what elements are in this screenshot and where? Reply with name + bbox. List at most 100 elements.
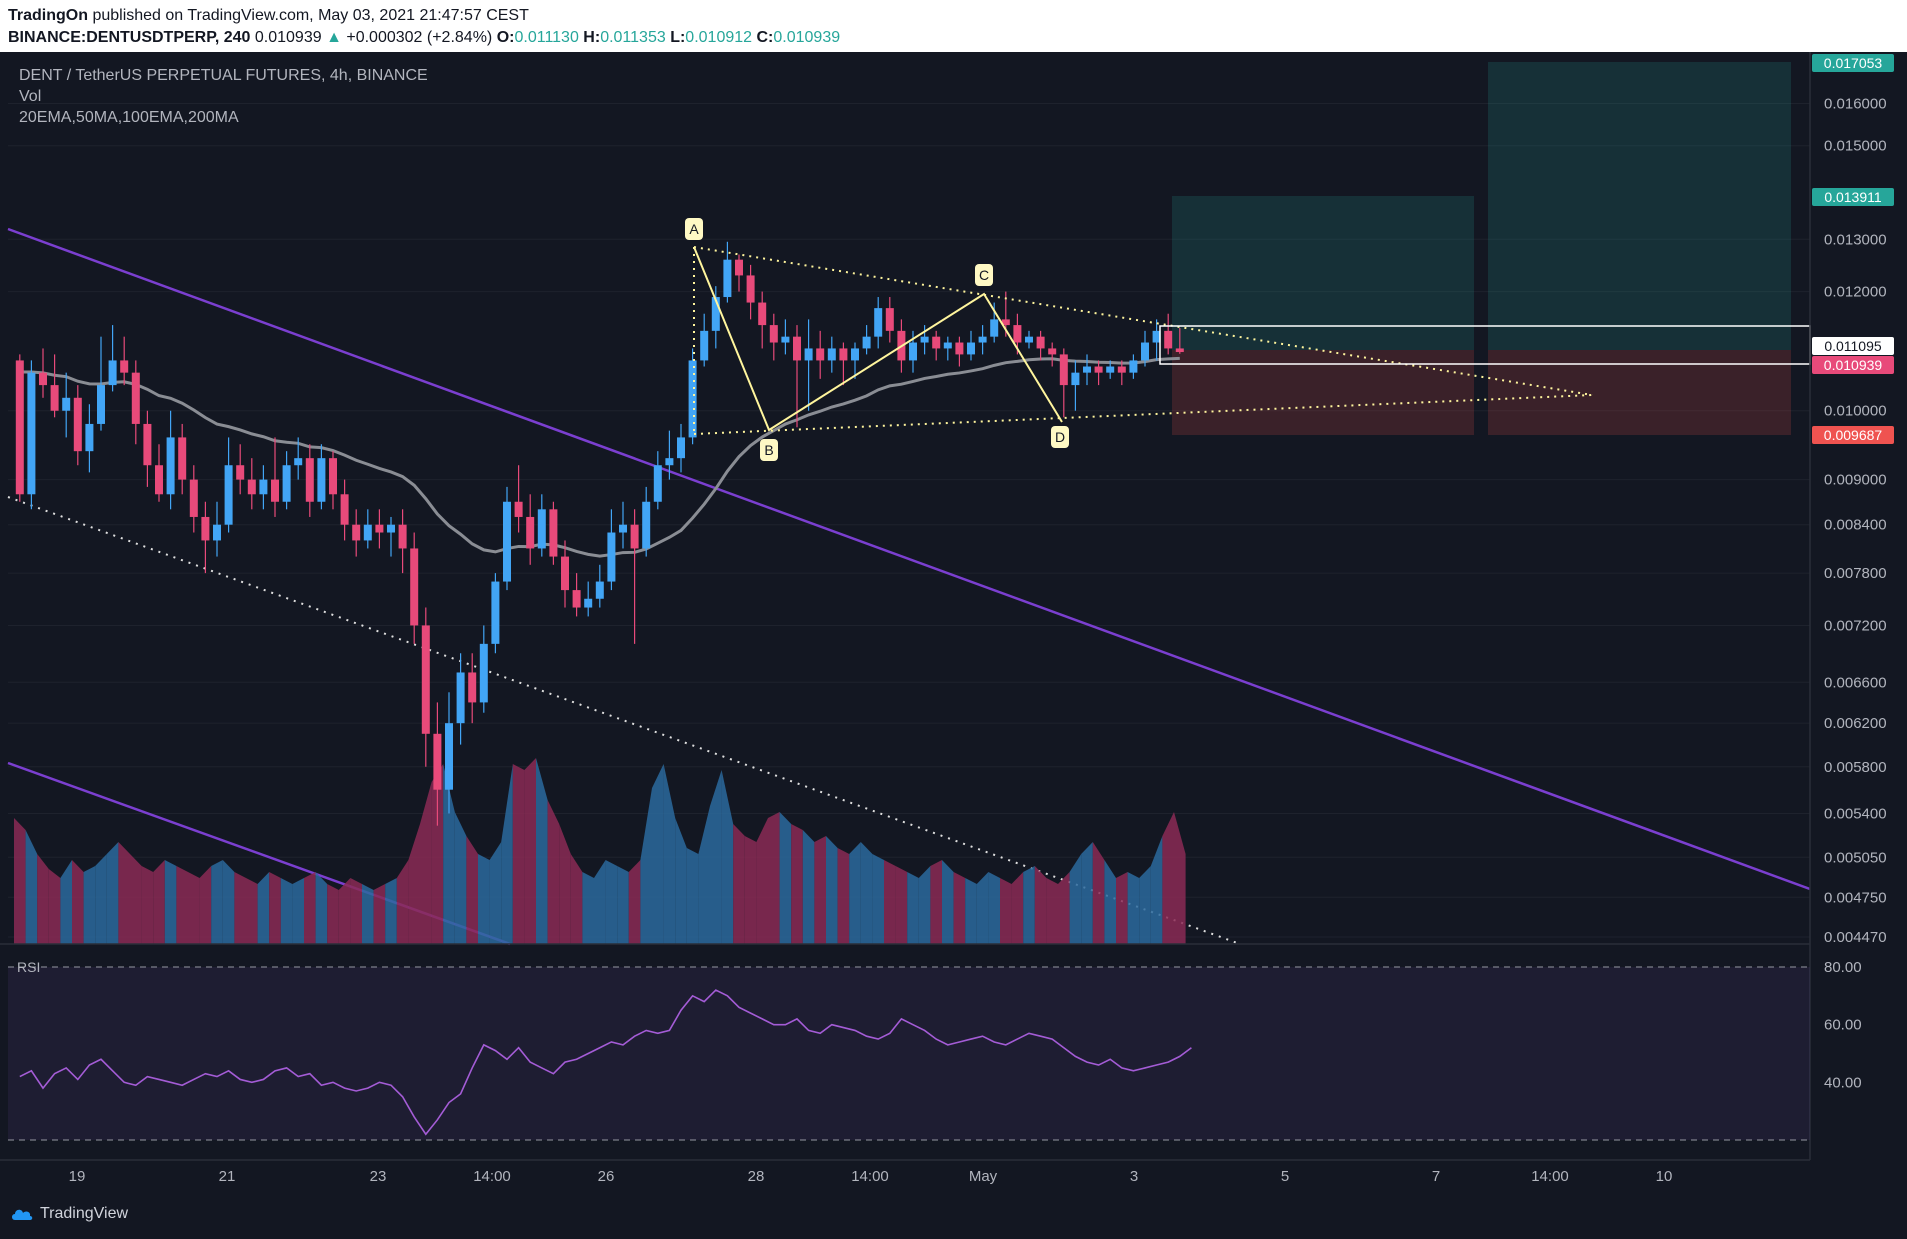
candle-body[interactable] — [120, 360, 129, 373]
candle-body[interactable] — [1001, 319, 1010, 326]
candle-body[interactable] — [561, 556, 569, 591]
candle-body[interactable] — [909, 342, 917, 361]
candle-body[interactable] — [468, 672, 477, 703]
target-zone-1[interactable] — [1172, 196, 1474, 350]
candle-body[interactable] — [595, 581, 604, 599]
candle-body[interactable] — [50, 385, 59, 411]
candle-body[interactable] — [1164, 330, 1173, 349]
candle-body[interactable] — [723, 259, 732, 298]
candle-body[interactable] — [827, 348, 836, 361]
candle-body[interactable] — [62, 397, 71, 411]
candle-body[interactable] — [503, 501, 511, 582]
candle-body[interactable] — [967, 342, 975, 355]
candle-body[interactable] — [514, 501, 523, 517]
channel-upper-line[interactable] — [7, 227, 1811, 891]
candle-body[interactable] — [746, 275, 755, 303]
candle-body[interactable] — [398, 524, 407, 549]
candle-body[interactable] — [758, 302, 767, 326]
publisher-name[interactable]: TradingOn — [8, 7, 88, 24]
candle-body[interactable] — [769, 325, 778, 343]
candle-body[interactable] — [1117, 366, 1126, 373]
candle-body[interactable] — [143, 423, 152, 466]
candle-body[interactable] — [1083, 366, 1091, 373]
candle-body[interactable] — [526, 516, 535, 549]
pattern-label-box[interactable] — [760, 439, 778, 461]
triangle-lower-dotted[interactable] — [693, 394, 1593, 435]
candle-body[interactable] — [271, 479, 279, 502]
stop-zone-2[interactable] — [1488, 350, 1791, 435]
pattern-label-box[interactable] — [975, 264, 993, 286]
candle-body[interactable] — [1129, 360, 1138, 373]
candle-body[interactable] — [27, 372, 36, 495]
candle-body[interactable] — [862, 336, 871, 349]
candle-body[interactable] — [572, 590, 581, 608]
candle-body[interactable] — [479, 643, 488, 703]
candle-body[interactable] — [282, 465, 291, 502]
candle-body[interactable] — [375, 524, 384, 533]
candle-body[interactable] — [630, 524, 639, 549]
candle-body[interactable] — [213, 524, 221, 541]
stop-zone-1[interactable] — [1172, 350, 1474, 435]
candle-body[interactable] — [433, 733, 442, 790]
candle-body[interactable] — [247, 479, 256, 495]
candle-body[interactable] — [677, 437, 685, 459]
candle-body[interactable] — [97, 385, 105, 424]
pattern-label-box[interactable] — [685, 218, 703, 240]
candle-body[interactable] — [793, 336, 801, 361]
candle-body[interactable] — [85, 423, 94, 452]
candle-body[interactable] — [700, 330, 709, 361]
candle-body[interactable] — [874, 308, 883, 337]
candle-body[interactable] — [688, 360, 697, 438]
candle-body[interactable] — [421, 625, 430, 734]
indicators-legend[interactable]: 20EMA,50MA,100EMA,200MA — [19, 109, 239, 126]
price-chart[interactable]: A B C D 0.016000 0.015000 0.013000 0.012000 0.0… — [0, 52, 1907, 1239]
candle-body[interactable] — [1059, 354, 1068, 386]
volume-legend[interactable]: Vol — [19, 88, 42, 105]
candle-body[interactable] — [108, 360, 117, 386]
candle-body[interactable] — [781, 336, 790, 343]
candle-body[interactable] — [653, 465, 662, 502]
candle-body[interactable] — [445, 723, 453, 790]
candle-body[interactable] — [607, 532, 616, 582]
rsi-line[interactable] — [19, 989, 1192, 1136]
candle-body[interactable] — [1025, 336, 1033, 343]
candle-body[interactable] — [1013, 325, 1022, 343]
triangle-upper-dotted[interactable] — [693, 246, 1593, 396]
candle-body[interactable] — [39, 372, 47, 386]
candle-body[interactable] — [329, 458, 337, 495]
candle-body[interactable] — [224, 465, 233, 525]
candle-body[interactable] — [1106, 366, 1115, 373]
candle-body[interactable] — [665, 458, 674, 466]
candle-body[interactable] — [410, 548, 419, 626]
candle-body[interactable] — [189, 479, 198, 517]
candle-body[interactable] — [549, 509, 558, 557]
candle-body[interactable] — [537, 509, 546, 549]
candle-body[interactable] — [735, 259, 743, 276]
candle-body[interactable] — [1141, 342, 1149, 361]
candle-body[interactable] — [1048, 348, 1057, 355]
candle-body[interactable] — [352, 524, 361, 541]
candle-body[interactable] — [201, 516, 210, 541]
candle-body[interactable] — [491, 581, 500, 644]
candle-body[interactable] — [1175, 348, 1184, 353]
candle-body[interactable] — [619, 524, 627, 533]
rsi-legend[interactable]: RSI — [17, 959, 41, 975]
candle-body[interactable] — [920, 336, 929, 343]
candle-body[interactable] — [1071, 372, 1080, 386]
candle-body[interactable] — [885, 308, 894, 331]
candle-body[interactable] — [259, 479, 268, 495]
candle-body[interactable] — [839, 348, 848, 361]
candle-body[interactable] — [584, 598, 593, 608]
candle-body[interactable] — [294, 458, 303, 466]
pattern-label-box[interactable] — [1051, 426, 1069, 448]
candle-body[interactable] — [166, 437, 175, 495]
candle-body[interactable] — [340, 494, 349, 525]
candle-body[interactable] — [363, 524, 372, 541]
chart-title[interactable]: DENT / TetherUS PERPETUAL FUTURES, 4h, B… — [19, 67, 428, 84]
candle-body[interactable] — [15, 360, 24, 495]
candle-body[interactable] — [816, 348, 825, 361]
candle-body[interactable] — [978, 336, 987, 343]
abcd-pattern-line[interactable] — [693, 246, 1063, 432]
target-zone-2[interactable] — [1488, 62, 1791, 350]
candle-body[interactable] — [387, 524, 395, 533]
